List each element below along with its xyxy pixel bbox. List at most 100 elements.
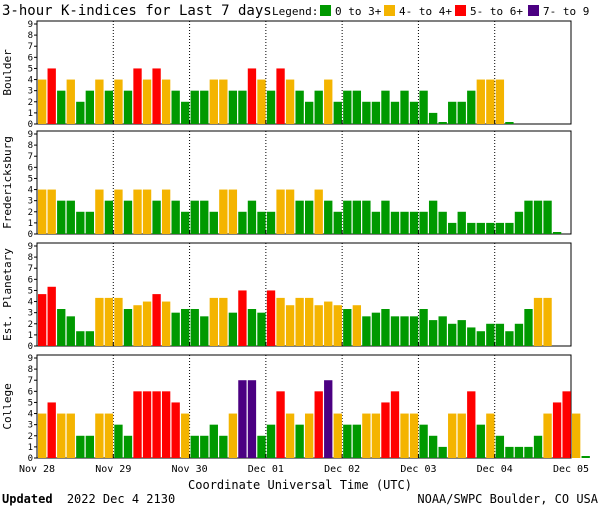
k-index-bar — [47, 189, 56, 234]
k-index-bar — [381, 402, 390, 458]
k-index-bar — [324, 79, 333, 124]
k-index-bar — [142, 301, 152, 346]
k-index-bar — [352, 424, 362, 458]
y-tick-label: 1 — [28, 109, 33, 119]
k-index-bar — [95, 413, 104, 458]
date-label: Dec 04 — [477, 464, 513, 475]
k-index-bar — [419, 309, 428, 346]
k-index-bar — [305, 200, 314, 234]
k-index-bar — [104, 90, 114, 124]
k-index-bar — [104, 297, 114, 346]
k-index-bar — [47, 68, 56, 124]
y-tick-label: 3 — [28, 197, 33, 207]
k-index-bar — [104, 200, 114, 234]
k-index-bar — [400, 90, 409, 124]
k-index-bar — [428, 200, 438, 234]
y-tick-label: 6 — [28, 53, 33, 63]
y-tick-label: 9 — [28, 354, 33, 364]
k-index-bar — [305, 101, 314, 124]
panel-frame — [36, 242, 572, 347]
k-index-bar — [533, 435, 543, 458]
k-index-bar — [95, 297, 104, 346]
k-index-bar — [362, 200, 371, 234]
k-index-bar — [114, 189, 123, 234]
y-tick-label: 0 — [28, 120, 33, 130]
k-index-bar — [133, 68, 142, 124]
k-index-bar — [343, 424, 352, 458]
k-index-bar — [247, 380, 257, 458]
k-index-bar — [152, 294, 161, 346]
panel-frame — [36, 130, 572, 235]
k-index-bar — [333, 305, 342, 346]
legend-swatch-0-to-3 — [320, 5, 331, 16]
k-index-bar — [305, 297, 314, 346]
k-index-bar — [85, 435, 95, 458]
k-index-bar — [57, 90, 66, 124]
k-index-bar — [181, 309, 190, 346]
panels: 0123456789Boulder0123456789Fredericksbur… — [1, 20, 590, 464]
k-index-bar — [38, 413, 47, 458]
k-index-bar — [209, 211, 218, 234]
date-label: Nov 28 — [19, 464, 55, 475]
k-index-bar — [95, 79, 104, 124]
k-index-bar — [514, 446, 524, 458]
k-index-bar — [295, 297, 304, 346]
y-tick-label: 6 — [28, 387, 33, 397]
y-tick-label: 8 — [28, 141, 33, 151]
k-index-bar — [457, 211, 466, 234]
k-index-bar — [209, 297, 218, 346]
k-index-bar — [371, 101, 381, 124]
k-index-bar — [238, 90, 247, 124]
k-index-bar — [476, 331, 485, 346]
y-tick-label: 2 — [28, 98, 33, 108]
k-index-bar — [505, 122, 514, 124]
updated-value: 2022 Dec 4 2130 — [67, 492, 175, 506]
k-index-bar — [543, 200, 552, 234]
legend-item-0-to-3: 0 to 3+ — [335, 5, 382, 18]
k-index-bar — [123, 90, 133, 124]
k-index-bar — [266, 424, 276, 458]
k-index-bar — [390, 391, 400, 458]
k-index-bar — [85, 331, 95, 346]
k-index-bar — [390, 211, 400, 234]
k-index-bar — [57, 413, 66, 458]
k-index-bar — [66, 316, 75, 346]
y-tick-label: 0 — [28, 342, 33, 352]
k-index-bar — [524, 200, 533, 234]
y-tick-label: 4 — [28, 76, 33, 86]
k-index-bar — [371, 413, 381, 458]
k-index-bar — [171, 312, 180, 346]
y-tick-label: 6 — [28, 163, 33, 173]
panel-label: Est. Planetary — [1, 248, 14, 341]
k-index-bar — [152, 68, 161, 124]
k-index-bar — [362, 101, 371, 124]
k-index-bar — [314, 90, 323, 124]
k-index-bar — [533, 200, 543, 234]
k-index-bar — [467, 90, 476, 124]
k-index-bar — [486, 413, 495, 458]
k-index-bar — [257, 435, 266, 458]
panel-label: College — [1, 383, 14, 429]
k-index-bar — [247, 68, 257, 124]
legend-item-7-to-9: 7- to 9 — [543, 5, 589, 18]
k-index-bar — [133, 189, 142, 234]
k-index-bar — [457, 413, 466, 458]
date-label: Dec 05 — [553, 464, 589, 475]
k-index-bar — [552, 232, 562, 234]
k-index-bar — [219, 435, 228, 458]
k-index-bar — [76, 435, 85, 458]
x-axis-title: Coordinate Universal Time (UTC) — [188, 478, 412, 492]
legend-swatch-5-to-6 — [455, 5, 466, 16]
k-index-bar — [133, 305, 142, 346]
k-index-bar — [362, 316, 371, 346]
k-index-bar — [428, 112, 438, 124]
y-tick-label: 4 — [28, 298, 33, 308]
k-index-bar — [152, 391, 161, 458]
y-tick-label: 9 — [28, 20, 33, 30]
k-index-bar — [200, 200, 209, 234]
updated-line: Updated 2022 Dec 4 2130 — [2, 492, 175, 506]
k-index-bar — [333, 413, 342, 458]
legend-item-5-to-6: 5- to 6+ — [470, 5, 523, 18]
k-index-bar — [438, 446, 447, 458]
